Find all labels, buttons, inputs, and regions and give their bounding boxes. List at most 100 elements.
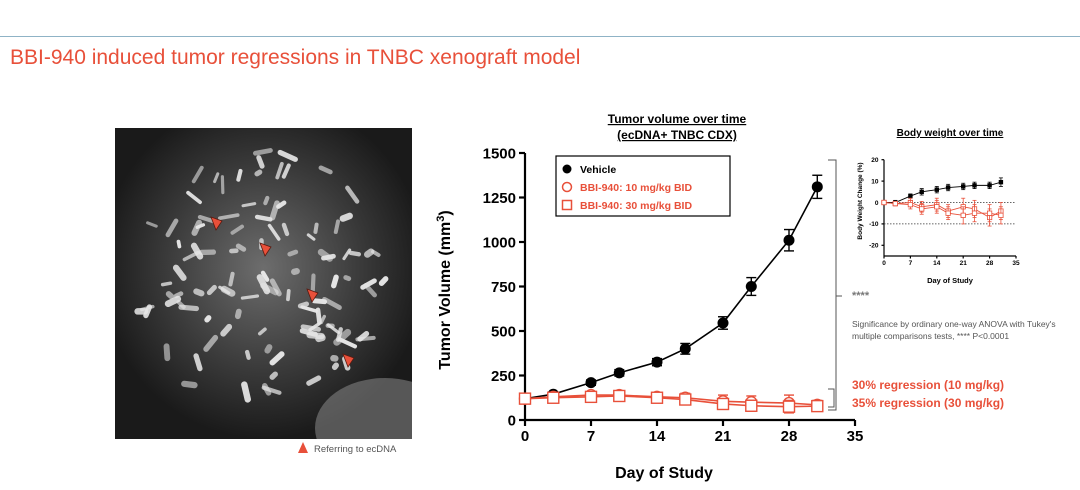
chromosome-blob (378, 276, 389, 286)
chromosome-blob (191, 165, 204, 184)
x-tick-label: 0 (882, 260, 886, 267)
y-axis-label-end: ) (437, 210, 454, 215)
chart-legend: Vehicle BBI-940: 10 mg/kg BID BBI-940: 3… (555, 155, 731, 217)
legend-box (555, 155, 731, 217)
chromosome-blob (178, 304, 200, 312)
chromosome-blob (228, 271, 235, 287)
chromosome-blob (235, 243, 247, 252)
chromosome-blob (355, 335, 376, 342)
chromosome-blob (310, 273, 316, 296)
chromosome-blob (343, 275, 352, 282)
significance-text: Significance by ordinary one-way ANOVA w… (852, 319, 1056, 341)
x-tick-label: 0 (521, 428, 529, 445)
data-point (998, 179, 1004, 185)
y-tick-label: 20 (871, 157, 879, 164)
chromosome-blob (220, 175, 225, 195)
data-point (716, 397, 730, 411)
chromosome-blob (163, 343, 171, 362)
y-tick-label: 1000 (483, 234, 516, 251)
x-tick-label: 14 (649, 428, 666, 445)
chromosome-blob (326, 323, 341, 335)
legend-label-10mg: BBI-940: 10 mg/kg BID (580, 182, 692, 194)
data-point (745, 399, 758, 412)
data-point (971, 210, 978, 216)
chromosome-blob (333, 219, 341, 234)
x-tick-label: 28 (781, 428, 798, 445)
chromosome-blob (146, 221, 158, 228)
data-point (782, 400, 796, 413)
chromosome-blob (318, 165, 333, 175)
bracket-regression (828, 388, 835, 408)
series-line (884, 181, 1002, 203)
image-note-text: Referring to ecDNA (314, 444, 397, 455)
chromosome-blob (281, 163, 291, 179)
ecdna-arrow-icon (342, 353, 355, 368)
data-point (547, 391, 560, 404)
bracket-main (828, 159, 837, 411)
chromosome-blob (342, 248, 352, 261)
data-point (717, 317, 729, 329)
data-point (945, 210, 951, 216)
legend-label-30mg: BBI-940: 30 mg/kg BID (580, 200, 692, 212)
chromosome-blob (220, 285, 236, 297)
chromosome-blob (241, 202, 257, 208)
legend-marker-vehicle (562, 164, 572, 174)
chromosome-blob (164, 295, 182, 308)
chromosome-blob (244, 349, 251, 360)
chromosome-blob (206, 284, 217, 296)
chromosome-blob (275, 161, 284, 180)
x-tick-label: 7 (909, 260, 913, 267)
data-point (934, 204, 940, 210)
chromosome-blob (220, 323, 233, 337)
significance-bracket (828, 159, 842, 411)
data-point (919, 189, 924, 194)
chromosome-blob (260, 270, 270, 282)
data-point (907, 202, 914, 208)
chromosome-blob (319, 314, 326, 325)
chromosome-blob (203, 334, 219, 352)
y-tick-label: -20 (869, 243, 879, 250)
data-point (908, 193, 913, 199)
series-2 (881, 199, 1004, 225)
chromosome-blob (198, 249, 217, 256)
metaphase-spread-image (115, 128, 412, 439)
chromosome-blob (267, 223, 281, 241)
y-tick-label: 500 (491, 323, 516, 340)
chromosome-blob (241, 381, 251, 403)
series-2 (518, 389, 824, 414)
chromosome-blob (299, 328, 318, 337)
data-point (783, 234, 795, 246)
data-point (987, 210, 993, 216)
data-point (613, 389, 626, 403)
data-point (679, 393, 692, 406)
data-point (518, 392, 532, 405)
chromosome-blob (213, 172, 220, 184)
data-point (998, 212, 1004, 218)
ecdna-arrow-icon (210, 216, 223, 231)
chromosome-blob (287, 249, 299, 257)
x-tick-label: 21 (960, 260, 968, 267)
chromosome-blob (176, 239, 182, 249)
chromosome-blob (218, 213, 240, 221)
chromosome-blob (193, 353, 203, 372)
page-title: BBI-940 induced tumor regressions in TNB… (10, 46, 581, 69)
y-tick-label: 0 (508, 412, 516, 429)
y-tick-label: 1500 (483, 145, 516, 162)
chromosome-blob (229, 248, 239, 254)
chromosome-blob (172, 264, 187, 281)
chromosome-blob (291, 268, 300, 275)
inset-x-label: Day of Study (927, 276, 974, 285)
chromosome-blob (300, 305, 318, 313)
data-point (651, 356, 663, 368)
legend-marker-30mg (561, 199, 573, 211)
chromosome-blob (195, 223, 206, 229)
chart-title: Tumor volume over time (608, 112, 747, 126)
y-tick-label: -10 (869, 221, 879, 228)
series-1 (518, 388, 824, 412)
chromosome-blob (306, 233, 316, 241)
chromosome-blob (190, 242, 204, 260)
chromosome-blob (269, 351, 285, 366)
chromosome-blob (269, 278, 282, 297)
chromosome-blob (300, 324, 322, 332)
chromosome-blob (165, 218, 179, 238)
